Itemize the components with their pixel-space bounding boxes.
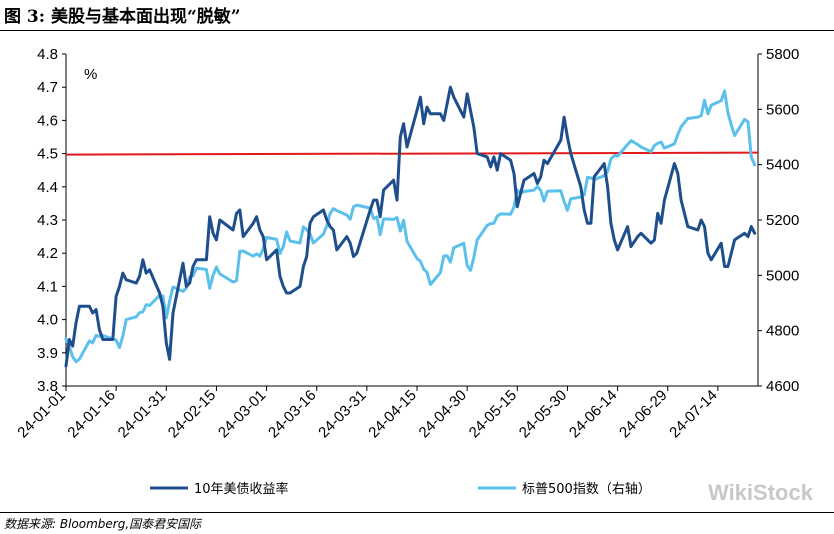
reference-line-4-5 (65, 151, 759, 156)
y-right-tick-label: 5800 (766, 46, 799, 63)
y-left-tick-label: 4.0 (37, 312, 58, 329)
source-note: 数据来源: Bloomberg,国泰君安国际 (4, 517, 202, 531)
x-tick-label: 24-06-29 (616, 387, 670, 441)
x-tick-label: 24-03-31 (315, 387, 369, 441)
y-left-tick-label: 4.8 (37, 46, 58, 63)
y-right-tick-label: 4600 (766, 378, 799, 395)
x-tick-label: 24-04-30 (416, 387, 470, 441)
x-tick-label: 24-05-15 (466, 387, 520, 441)
y-right-tick-label: 4800 (766, 323, 799, 340)
x-tick-label: 24-02-15 (165, 387, 219, 441)
series-layer (64, 85, 759, 368)
y-left-tick-label: 4.1 (37, 278, 58, 295)
legend-item-sp500-label: 标普500指数（右轴） (522, 482, 651, 497)
legend-item-10y-yield-label: 10年美债收益率 (194, 481, 289, 497)
y-right-tick-label: 5400 (766, 157, 799, 174)
y-left-tick-label: 4.5 (37, 146, 58, 163)
x-tick-label: 24-07-14 (666, 387, 720, 441)
x-tick-label: 24-05-30 (516, 387, 570, 441)
y-left-tick-label: 4.3 (37, 212, 58, 229)
y-left-tick-label: 4.2 (37, 245, 58, 262)
y-right-tick-label: 5600 (766, 101, 799, 118)
x-tick-label: 24-01-31 (115, 387, 169, 441)
y-left-tick-label: 3.8 (37, 378, 58, 395)
y-left-tick-label: 4.7 (37, 79, 58, 96)
x-tick-label: 24-03-16 (265, 387, 319, 441)
top-rule (0, 30, 834, 31)
y-left-tick-label: 4.4 (37, 179, 58, 196)
bottom-rule (0, 512, 834, 513)
dual-axis-line-chart: 3.8 3.9 4.0 4.1 4.2 4.3 4.4 4.5 4.6 4.7 4.8 4600 480… (14, 46, 814, 505)
y-left-tick-label: 4.6 (37, 112, 58, 129)
watermark-text: WikiStock (708, 480, 814, 505)
series-line-10y-yield (64, 85, 757, 368)
x-tick-label: 24-01-16 (64, 387, 118, 441)
y-left-tick-label: 3.9 (37, 345, 58, 362)
x-tick-label: 24-03-01 (215, 387, 269, 441)
legend: 10年美债收益率 标普500指数（右轴） (150, 481, 651, 497)
x-tick-label: 24-06-14 (566, 387, 620, 441)
x-tick-label: 24-04-15 (365, 387, 419, 441)
y-unit-label: % (84, 66, 97, 83)
y-right-tick-label: 5000 (766, 267, 799, 284)
series-line-sp500 (64, 89, 757, 364)
figure-title: 图 3: 美股与基本面出现“脱敏” (4, 7, 241, 27)
y-right-tick-label: 5200 (766, 212, 799, 229)
